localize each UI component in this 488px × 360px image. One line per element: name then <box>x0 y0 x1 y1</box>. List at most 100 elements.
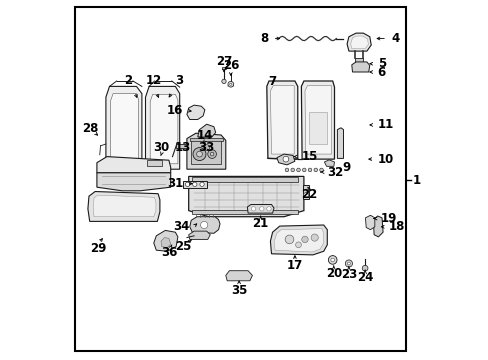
Text: 12: 12 <box>145 74 162 87</box>
Bar <box>191 139 220 164</box>
Circle shape <box>328 256 336 264</box>
Text: 25: 25 <box>175 240 191 253</box>
Polygon shape <box>247 204 273 213</box>
Polygon shape <box>189 217 220 233</box>
Text: 15: 15 <box>301 150 317 163</box>
Polygon shape <box>270 225 326 255</box>
Bar <box>355 58 362 62</box>
Text: 26: 26 <box>222 59 239 72</box>
Circle shape <box>192 182 197 186</box>
Circle shape <box>266 207 270 211</box>
Text: 28: 28 <box>82 122 99 135</box>
Text: 10: 10 <box>377 153 393 166</box>
Polygon shape <box>324 160 334 166</box>
Text: 17: 17 <box>286 259 303 272</box>
Polygon shape <box>106 86 142 169</box>
Circle shape <box>251 207 255 211</box>
Polygon shape <box>186 133 225 169</box>
Text: 5: 5 <box>377 57 385 70</box>
Text: 19: 19 <box>380 212 396 225</box>
Text: 9: 9 <box>342 161 350 174</box>
Polygon shape <box>110 94 138 164</box>
Text: 36: 36 <box>161 246 177 259</box>
Text: 32: 32 <box>326 166 343 179</box>
Polygon shape <box>301 81 334 159</box>
Bar <box>192 210 298 214</box>
Text: 18: 18 <box>387 220 404 233</box>
Circle shape <box>347 262 349 265</box>
Circle shape <box>296 168 300 172</box>
Polygon shape <box>150 94 178 164</box>
Text: 35: 35 <box>230 284 247 297</box>
Text: 20: 20 <box>325 267 341 280</box>
Circle shape <box>301 236 307 243</box>
Circle shape <box>193 148 205 161</box>
Polygon shape <box>153 230 178 251</box>
Polygon shape <box>97 157 170 173</box>
Circle shape <box>196 151 202 157</box>
Polygon shape <box>276 154 294 165</box>
Bar <box>192 177 298 182</box>
Polygon shape <box>197 124 215 138</box>
Circle shape <box>345 260 352 267</box>
Polygon shape <box>188 176 303 217</box>
Circle shape <box>285 168 288 172</box>
Circle shape <box>290 168 294 172</box>
Polygon shape <box>266 81 297 159</box>
Polygon shape <box>145 86 179 169</box>
Circle shape <box>303 193 308 198</box>
Circle shape <box>200 182 204 186</box>
Polygon shape <box>188 231 210 239</box>
Polygon shape <box>270 86 294 154</box>
Polygon shape <box>176 144 186 148</box>
Text: 7: 7 <box>268 75 276 88</box>
Polygon shape <box>365 215 374 230</box>
Circle shape <box>319 168 323 172</box>
Text: 11: 11 <box>377 118 393 131</box>
Circle shape <box>310 234 318 241</box>
Text: 13: 13 <box>175 141 191 154</box>
Polygon shape <box>350 36 367 49</box>
Circle shape <box>283 156 288 162</box>
Text: 23: 23 <box>340 268 356 281</box>
Bar <box>147 160 162 166</box>
Text: 16: 16 <box>166 104 183 117</box>
Circle shape <box>203 145 209 150</box>
Text: 27: 27 <box>215 55 232 68</box>
Circle shape <box>302 168 305 172</box>
Circle shape <box>227 81 233 87</box>
Text: 34: 34 <box>173 220 189 233</box>
Polygon shape <box>337 128 343 158</box>
Circle shape <box>295 242 301 248</box>
Circle shape <box>200 221 207 229</box>
Polygon shape <box>88 192 160 221</box>
Polygon shape <box>97 173 170 191</box>
Polygon shape <box>346 33 370 51</box>
Circle shape <box>185 182 189 186</box>
Text: 33: 33 <box>198 141 214 154</box>
Text: 31: 31 <box>167 177 183 190</box>
Polygon shape <box>93 195 156 217</box>
Text: 4: 4 <box>390 32 399 45</box>
Circle shape <box>229 83 231 85</box>
Text: 8: 8 <box>260 32 268 45</box>
Polygon shape <box>225 271 252 281</box>
Circle shape <box>362 265 367 271</box>
Circle shape <box>259 207 264 211</box>
Circle shape <box>207 150 216 158</box>
Bar <box>183 181 206 188</box>
Bar <box>190 138 223 141</box>
Text: 1: 1 <box>412 174 420 186</box>
Text: 29: 29 <box>90 242 107 255</box>
Circle shape <box>313 168 317 172</box>
Polygon shape <box>161 238 170 248</box>
Bar <box>222 67 225 69</box>
Text: 14: 14 <box>196 129 213 142</box>
Circle shape <box>222 79 225 84</box>
Bar <box>309 112 326 144</box>
Text: 2: 2 <box>124 74 132 87</box>
Circle shape <box>330 258 334 262</box>
Text: 6: 6 <box>377 66 385 78</box>
Circle shape <box>210 152 213 156</box>
Polygon shape <box>186 105 204 120</box>
